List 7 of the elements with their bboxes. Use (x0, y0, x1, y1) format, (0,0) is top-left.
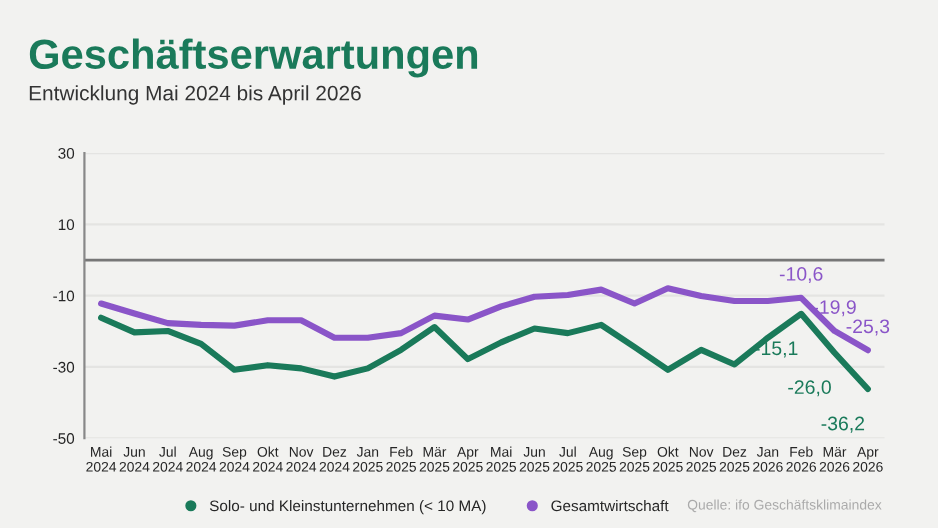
data-label: -26,0 (788, 380, 831, 397)
chart-title: Geschäftserwartungen (29, 38, 478, 78)
data-label: -10,6 (779, 267, 823, 284)
chart-subtitle: Entwicklung Mai 2024 bis April 2026 (29, 85, 361, 105)
data-label: -19,9 (813, 300, 856, 317)
data-label: -25,3 (846, 319, 890, 336)
data-label: -36,2 (821, 416, 865, 433)
